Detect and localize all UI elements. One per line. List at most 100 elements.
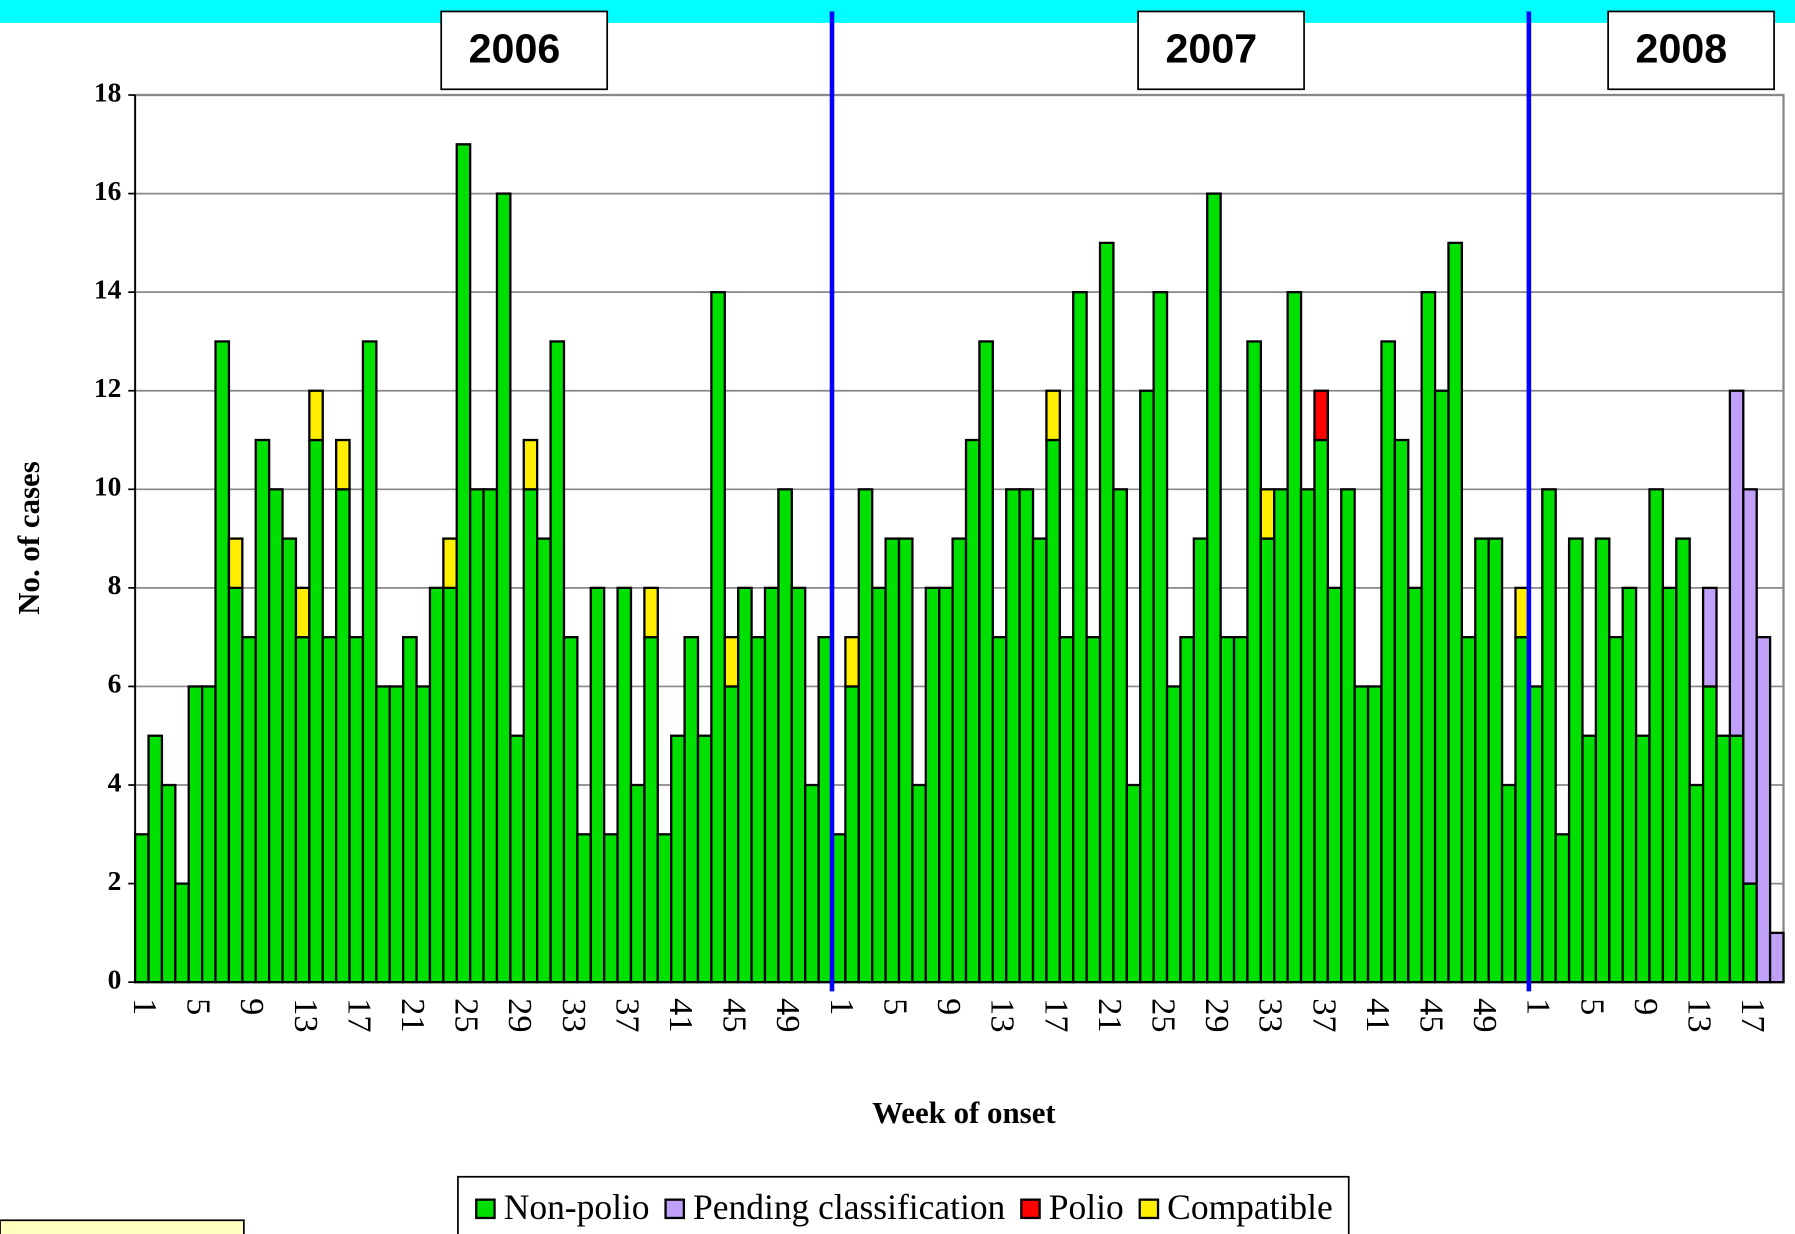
bar-segment [978, 340, 994, 984]
bar-segment [777, 488, 793, 984]
year-box [1607, 10, 1775, 91]
bar-segment [1500, 783, 1517, 984]
y-tick-label: 0 [108, 964, 122, 994]
bar-segment [1474, 537, 1490, 984]
bar-segment [1554, 833, 1571, 984]
y-tick-label: 2 [108, 866, 122, 896]
bar-segment [643, 636, 659, 984]
bar-segment [1031, 537, 1048, 984]
y-tick-label: 6 [108, 669, 122, 699]
x-tick-label: 49 [1466, 998, 1504, 1032]
bar-segment [991, 636, 1008, 984]
bar-segment [308, 438, 324, 984]
bar-segment [1675, 537, 1691, 984]
bar-segment [1661, 586, 1678, 984]
x-tick-label: 17 [1734, 998, 1772, 1032]
x-tick-label: 33 [1252, 998, 1290, 1032]
bar-segment [294, 636, 311, 984]
x-tick-label: 29 [1198, 998, 1236, 1032]
bar-segment [844, 636, 860, 688]
bar-segment [308, 389, 324, 442]
legend-label: Polio [1049, 1187, 1124, 1227]
bar-segment [1259, 488, 1276, 540]
bar-segment [455, 143, 472, 984]
bar-segment [187, 685, 204, 984]
x-tick-label: 21 [1091, 998, 1129, 1032]
bar-segment [1232, 636, 1249, 984]
x-tick-label: 9 [930, 998, 968, 1015]
bar-segment [281, 537, 298, 984]
bar-segment [1742, 488, 1758, 885]
y-axis-title: No. of cases [11, 461, 46, 615]
bar-segment [951, 537, 968, 984]
bar-segment [1581, 734, 1598, 984]
bar-segment [924, 586, 941, 984]
bar-segment [1058, 636, 1075, 984]
bar-segment [200, 685, 217, 984]
bar-segment [1072, 291, 1088, 984]
bar-segment [1447, 241, 1464, 984]
y-tick-label: 4 [108, 767, 122, 797]
bar-segment [1246, 340, 1262, 984]
bar-segment [1567, 537, 1584, 984]
bar-segment [254, 438, 271, 984]
bar-segment [1420, 291, 1437, 984]
bar-segment [442, 537, 458, 590]
bar-segment [750, 636, 767, 984]
bar-segment [1206, 192, 1222, 984]
bar-segment [871, 586, 887, 984]
bar-segment [1085, 636, 1102, 984]
bar-segment [469, 488, 485, 984]
bar-segment [1112, 488, 1128, 984]
x-tick-label: 45 [1412, 998, 1450, 1032]
bar-segment [1125, 783, 1142, 984]
bar-segment [361, 340, 378, 984]
y-tick-label: 12 [94, 373, 121, 403]
x-tick-label: 17 [1037, 998, 1075, 1032]
bar-segment [857, 488, 874, 984]
y-tick-label: 18 [94, 77, 121, 107]
x-tick-label: 5 [1573, 998, 1611, 1015]
top-banner [0, 0, 1795, 23]
bar-segment [1407, 586, 1423, 984]
bar-segment [1179, 636, 1195, 984]
bar-segment [1688, 783, 1705, 984]
bar-segment [1259, 537, 1276, 984]
bar-segment [442, 586, 458, 984]
x-tick-label: 45 [716, 998, 754, 1032]
bar-segment [174, 882, 190, 984]
bar-segment [589, 586, 606, 984]
bar-segment [1742, 882, 1758, 984]
bar-segment [683, 636, 700, 984]
bar-segment [1380, 340, 1397, 984]
bar-segment [938, 586, 954, 984]
bar-segment [294, 586, 311, 639]
x-tick-label: 13 [287, 998, 325, 1032]
bar-segment [334, 488, 351, 984]
legend-swatch [664, 1198, 686, 1220]
bar-segment [897, 537, 914, 984]
bar-segment [790, 586, 807, 984]
x-tick-label: 9 [1627, 998, 1665, 1015]
year-box [440, 10, 609, 91]
bar-segment [1018, 488, 1035, 984]
x-tick-label: 41 [662, 998, 700, 1032]
y-tick-label: 14 [94, 274, 122, 304]
bar-segment [1299, 488, 1316, 984]
bar-segment [844, 685, 860, 984]
x-tick-label: 5 [180, 998, 218, 1015]
x-tick-label: 33 [555, 998, 593, 1032]
bar-segment [1768, 931, 1785, 984]
bar-segment [267, 488, 284, 984]
legend-label: Non-polio [504, 1187, 650, 1227]
bar-segment [1634, 734, 1651, 984]
bar-segment [1098, 241, 1115, 984]
bar-segment [1326, 586, 1343, 984]
bar-segment [1621, 586, 1638, 984]
x-tick-label: 5 [876, 998, 914, 1015]
bar-segment [1460, 636, 1477, 984]
bar-segment [133, 833, 150, 984]
bar-segment [536, 537, 552, 984]
